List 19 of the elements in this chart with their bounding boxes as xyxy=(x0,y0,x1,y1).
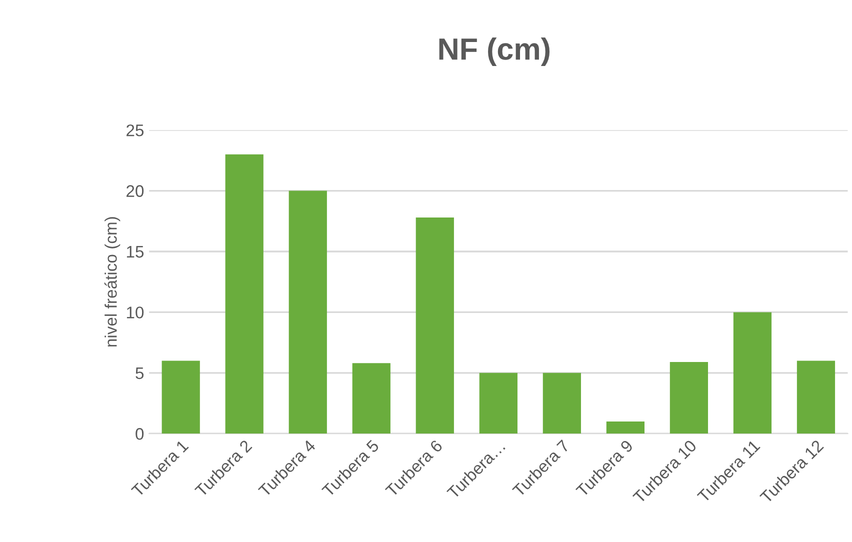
y-axis-title: nivel freático (cm) xyxy=(104,217,120,346)
chart-title: NF (cm) xyxy=(439,37,550,66)
bar xyxy=(288,190,327,434)
bar xyxy=(225,154,264,434)
y-tick-label: 20 xyxy=(126,185,144,197)
y-tick-label: 10 xyxy=(126,306,144,318)
y-tick-label: 5 xyxy=(136,367,144,380)
y-tick-label: 15 xyxy=(126,246,144,258)
bar xyxy=(670,362,708,434)
bar xyxy=(796,360,836,434)
bar xyxy=(733,312,772,434)
bar xyxy=(542,372,581,434)
y-tick-label: 25 xyxy=(126,124,144,136)
bar xyxy=(416,217,454,434)
bar xyxy=(606,421,644,434)
bar xyxy=(479,372,518,434)
bar xyxy=(352,363,390,434)
y-tick-label: 0 xyxy=(136,428,144,440)
bar xyxy=(162,360,200,434)
